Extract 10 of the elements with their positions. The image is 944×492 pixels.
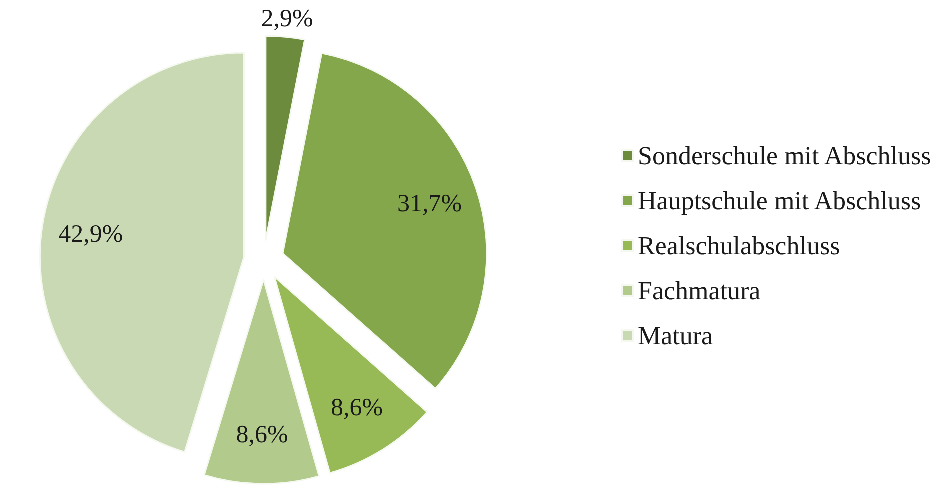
data-label: 42,9% [58, 220, 124, 248]
legend-label: Hauptschule mit Abschluss [638, 186, 922, 216]
legend-label: Sonderschule mit Abschluss [638, 142, 932, 170]
data-label: 8,6% [236, 422, 288, 449]
legend-label: Fachmatura [638, 276, 762, 306]
legend-label: Realschulabschluss [638, 232, 840, 260]
data-label: 2,9% [261, 6, 314, 33]
data-label: 31,7% [397, 190, 462, 218]
data-label: 8,6% [331, 394, 384, 422]
legend-label: Matura [638, 322, 714, 350]
